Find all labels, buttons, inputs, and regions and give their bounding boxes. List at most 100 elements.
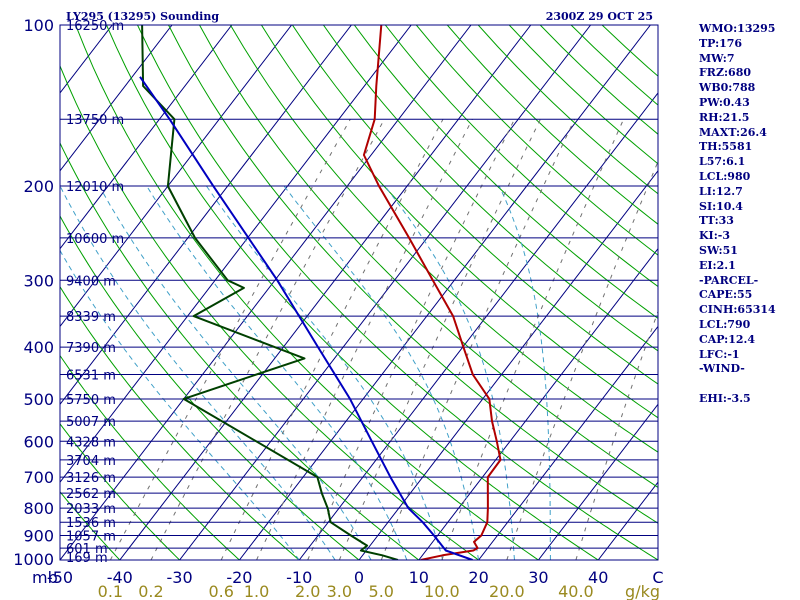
index-item: LFC:-1 xyxy=(699,347,740,361)
mixing-ratio-line xyxy=(307,118,515,560)
index-item: L57:6.1 xyxy=(699,155,746,169)
temperature-tick-label: 0 xyxy=(354,568,364,587)
height-level-label: 9400 m xyxy=(66,274,116,289)
height-level-label: 12010 m xyxy=(66,180,124,195)
temperature-tick-label: 40 xyxy=(588,568,608,587)
temperature-tick-label: -10 xyxy=(286,568,312,587)
mixing-ratio-line xyxy=(220,118,444,560)
index-item: TT:33 xyxy=(699,214,734,228)
plot-background xyxy=(60,25,658,560)
isotherm-line xyxy=(60,25,352,406)
isotherm-line xyxy=(60,25,293,328)
index-item: CAP:12.4 xyxy=(699,332,756,346)
height-level-label: 7390 m xyxy=(66,341,116,356)
height-level-label: 13750 m xyxy=(66,113,124,128)
mixing-ratio-tick-label: 20.0 xyxy=(489,582,525,600)
index-item: WB0:788 xyxy=(699,81,756,95)
index-item: MAXT:26.4 xyxy=(699,125,767,139)
pressure-tick-label: 800 xyxy=(23,499,54,518)
index-item: LCL:790 xyxy=(699,317,751,331)
temperature-tick-label: -50 xyxy=(47,568,73,587)
height-level-label: 169 m xyxy=(66,551,108,566)
height-level-label: 1536 m xyxy=(66,516,116,531)
isotherm-line xyxy=(60,25,472,560)
index-item: SI:10.4 xyxy=(699,199,743,213)
height-level-label: 8339 m xyxy=(66,310,116,325)
isotherm-line xyxy=(179,25,592,560)
index-item: FRZ:680 xyxy=(699,66,752,80)
index-item xyxy=(699,377,799,392)
mixing-ratio-unit-label: g/kg xyxy=(625,582,660,600)
height-level-label: 5750 m xyxy=(66,393,116,408)
mixing-ratio-tick-label: 10.0 xyxy=(424,582,460,600)
pressure-tick-label: 600 xyxy=(23,432,54,451)
height-level-label: 2033 m xyxy=(66,502,116,517)
index-item: TP:176 xyxy=(699,36,743,50)
pressure-tick-label: 900 xyxy=(23,527,54,546)
pressure-tick-label: 200 xyxy=(23,177,54,196)
mixing-ratio-line xyxy=(256,118,473,560)
pressure-tick-label: 400 xyxy=(23,338,54,357)
mixing-ratio-tick-label: 5.0 xyxy=(369,582,394,600)
index-item: EI:2.1 xyxy=(699,258,736,272)
valid-time: 2300Z 29 OCT 25 xyxy=(546,10,653,23)
pressure-tick-label: 300 xyxy=(23,271,54,290)
isotherm-line xyxy=(418,247,658,560)
temperature-tick-label: -30 xyxy=(167,568,193,587)
index-item: TH:5581 xyxy=(699,140,753,154)
pressure-tick-label: 700 xyxy=(23,468,54,487)
plot-frame xyxy=(59,24,659,561)
index-item: MW:7 xyxy=(699,51,735,65)
pressure-tick-label: 100 xyxy=(23,16,54,35)
isotherm-line xyxy=(60,25,173,172)
moist-adiabat-line xyxy=(60,185,336,560)
mixing-ratio-tick-label: 1.0 xyxy=(244,582,269,600)
height-level-label: 3704 m xyxy=(66,454,116,469)
temperature-profile-line xyxy=(362,25,502,560)
temperature-tick-label: 20 xyxy=(468,568,488,587)
dewpoint-profile-line xyxy=(141,25,399,560)
pressure-unit-label: mb xyxy=(32,568,58,587)
mixing-ratio-line xyxy=(380,118,576,560)
temperature-tick-label: -20 xyxy=(226,568,252,587)
isotherm-line xyxy=(298,92,658,560)
stability-indices: WMO:13295 TP:176 MW:7 FRZ:680 WB0:788 PW:0.43… xyxy=(699,22,799,407)
index-item: CAPE:55 xyxy=(699,288,753,302)
height-level-label: 2562 m xyxy=(66,487,116,502)
chart-title: LY295 (13295) Sounding xyxy=(66,10,219,23)
pressure-tick-label: 500 xyxy=(23,390,54,409)
index-item: CINH:65314 xyxy=(699,303,776,317)
isotherm-line xyxy=(538,403,658,560)
parcel-profile-line xyxy=(139,76,473,560)
index-item: -PARCEL- xyxy=(699,273,759,287)
mixing-ratio-tick-label: 0.1 xyxy=(98,582,123,600)
height-level-label: 1057 m xyxy=(66,530,116,545)
isotherm-line xyxy=(60,25,233,250)
index-item: EHI:-3.5 xyxy=(699,391,751,405)
temperature-tick-label: -40 xyxy=(107,568,133,587)
isotherm-line xyxy=(119,25,532,560)
height-level-label: 6531 m xyxy=(66,368,116,383)
temperature-tick-label: 10 xyxy=(409,568,429,587)
mixing-ratio-line xyxy=(109,118,351,560)
index-item: LI:12.7 xyxy=(699,184,743,198)
mixing-ratio-tick-label: 0.6 xyxy=(208,582,233,600)
temperature-tick-label: C xyxy=(652,568,663,587)
series-layer xyxy=(139,25,502,560)
height-level-label: 5007 m xyxy=(66,415,116,430)
height-level-label: 601 m xyxy=(66,542,108,557)
pressure-tick-label: 1000 xyxy=(13,550,54,569)
index-item: PW:0.43 xyxy=(699,95,750,109)
mixing-ratio-line xyxy=(338,118,541,560)
index-item: WMO:13295 xyxy=(699,22,776,35)
mixing-ratio-tick-label: 0.2 xyxy=(138,582,163,600)
index-item: KI:-3 xyxy=(699,229,730,243)
index-item: LCL:980 xyxy=(699,169,751,183)
index-item: SW:51 xyxy=(699,243,738,257)
isotherm-line xyxy=(60,25,412,483)
grid-layer xyxy=(60,25,658,560)
height-level-label: 10600 m xyxy=(66,232,124,247)
index-item: -WIND- xyxy=(699,362,745,376)
